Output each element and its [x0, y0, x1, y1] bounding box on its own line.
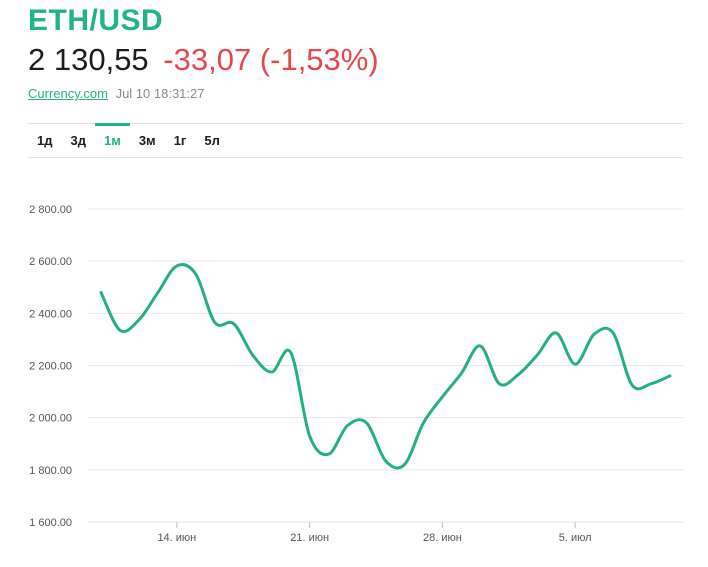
y-tick-label: 1 800.00	[29, 465, 72, 477]
price-row: 2 130,55 -33,07 (-1,53%)	[28, 42, 379, 78]
y-tick-label: 1 600.00	[29, 517, 72, 529]
source-link[interactable]: Currency.com	[28, 86, 108, 101]
price-change: -33,07 (-1,53%)	[163, 42, 379, 77]
y-tick-label: 2 400.00	[29, 308, 72, 320]
source-row: Currency.com Jul 10 18:31:27	[28, 86, 204, 101]
tabs-divider-bottom	[28, 157, 683, 158]
tab-2[interactable]: 1м	[94, 123, 130, 157]
tabs-divider-top	[28, 123, 683, 124]
y-tick-label: 2 600.00	[29, 256, 72, 268]
tab-5[interactable]: 5л	[204, 133, 220, 148]
tab-4[interactable]: 1г	[173, 133, 187, 148]
x-tick-label: 14. июн	[157, 532, 196, 544]
tab-1[interactable]: 3д	[70, 133, 86, 148]
current-price: 2 130,55	[28, 42, 149, 77]
timestamp: Jul 10 18:31:27	[115, 86, 205, 101]
timeframe-tabs: 1д 3д 1м 3м 1г 5л	[28, 123, 229, 157]
y-tick-label: 2 000.00	[29, 413, 72, 425]
price-series-line	[99, 263, 672, 470]
x-tick-label: 5. июл	[559, 532, 592, 544]
tab-0[interactable]: 1д	[37, 133, 53, 148]
y-tick-label: 2 200.00	[29, 361, 72, 373]
x-tick-label: 28. июн	[423, 532, 462, 544]
x-tick-label: 21. июн	[290, 532, 329, 544]
y-tick-label: 2 800.00	[29, 204, 72, 216]
tab-3[interactable]: 3м	[138, 133, 156, 148]
pair-title: ETH/USD	[28, 4, 164, 37]
